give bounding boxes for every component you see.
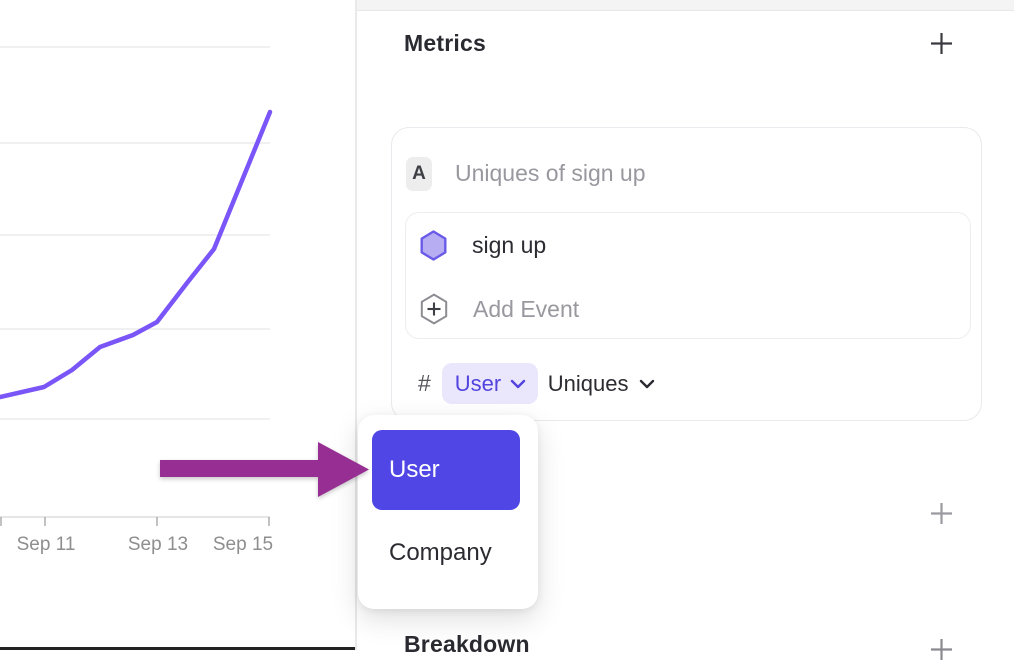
aggregation-selector-dropdown[interactable]: Uniques <box>548 371 655 397</box>
chevron-down-icon <box>639 379 654 388</box>
event-row-sign-up[interactable]: sign up <box>420 228 546 262</box>
entity-selector-dropdown[interactable]: User <box>441 363 538 404</box>
add-metric-icon[interactable] <box>928 30 955 57</box>
middle-section-add-icon[interactable] <box>928 500 955 527</box>
annotation-arrow-icon <box>160 442 369 497</box>
dropdown-item-user[interactable]: User <box>372 430 520 510</box>
add-event-label: Add Event <box>473 295 580 322</box>
svg-text:Sep 15: Sep 15 <box>213 534 273 555</box>
breakdown-section-title: Breakdown <box>404 631 530 657</box>
metrics-section-title: Metrics <box>404 30 486 56</box>
entity-dropdown-menu: User Company <box>358 415 538 609</box>
metric-name-input[interactable]: Uniques of sign up <box>455 160 646 186</box>
dropdown-item-company[interactable]: Company <box>389 539 492 566</box>
line-chart: Sep 11 Sep 13 Sep 15 <box>0 46 273 555</box>
metric-card: A Uniques of sign up sign up Add Event # <box>391 127 982 421</box>
metric-badge: A <box>406 157 432 191</box>
aggregation-selector-value: Uniques <box>547 370 629 396</box>
event-name: sign up <box>472 231 547 258</box>
add-event-row[interactable]: Add Event <box>420 292 579 326</box>
svg-text:Sep 11: Sep 11 <box>17 534 76 555</box>
entity-selector-value: User <box>454 370 502 396</box>
panel-divider <box>355 0 357 650</box>
add-event-hexagon-icon <box>420 293 448 325</box>
svg-text:Sep 13: Sep 13 <box>128 534 188 555</box>
panel-top-strip <box>357 0 1014 11</box>
measure-type-symbol: # <box>418 370 431 396</box>
measure-row: # User Uniques <box>418 363 655 404</box>
chart-bottom-border <box>0 647 357 650</box>
chevron-down-icon <box>511 379 526 388</box>
event-list-card: sign up Add Event <box>405 212 971 339</box>
event-hexagon-icon <box>420 229 447 261</box>
